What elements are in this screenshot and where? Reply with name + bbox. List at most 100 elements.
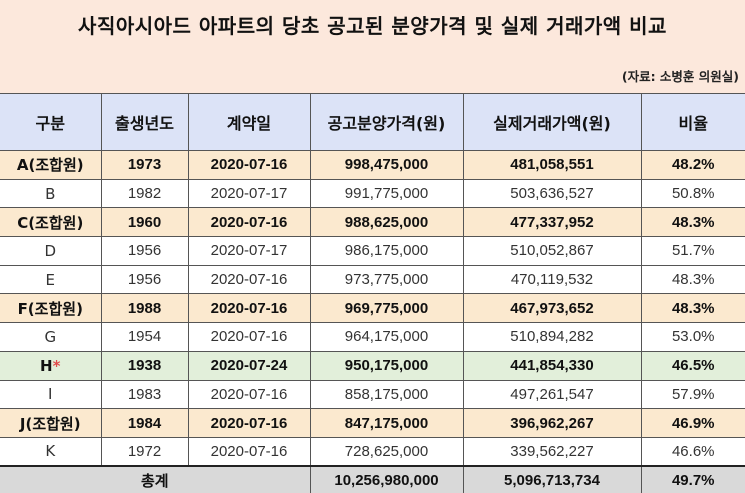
row-actual-price: 510,052,867 (462, 236, 642, 266)
row-category: E (0, 264, 102, 295)
row-name: H (40, 356, 53, 375)
row-birth-year: 1954 (100, 322, 189, 352)
table-row: J(조합원) 1984 2020-07-16 847,175,000 396,9… (0, 408, 745, 438)
table-row: H* 1938 2020-07-24 950,175,000 441,854,3… (0, 350, 745, 381)
row-ratio: 48.3% (640, 207, 745, 238)
row-birth-year: 1973 (100, 150, 189, 180)
row-actual-price: 467,973,652 (462, 293, 642, 324)
row-contract-date: 2020-07-16 (187, 264, 311, 295)
row-contract-date: 2020-07-16 (187, 436, 311, 468)
row-birth-year: 1972 (100, 436, 189, 468)
row-birth-year: 1983 (100, 379, 189, 410)
asterisk-mark: * (52, 356, 61, 375)
row-name: I (48, 385, 53, 404)
row-name: B (45, 184, 56, 203)
total-label: 총계 (0, 465, 311, 493)
table-row: B 1982 2020-07-17 991,775,000 503,636,52… (0, 178, 745, 209)
column-header-contract-date: 계약일 (187, 93, 311, 151)
row-actual-price: 396,962,267 (462, 408, 642, 438)
row-category: D (0, 236, 102, 266)
row-category: K (0, 436, 102, 468)
total-row: 총계 10,256,980,000 5,096,713,734 49.7% (0, 465, 745, 493)
row-announced-price: 728,625,000 (309, 436, 464, 468)
row-name: A(조합원) (16, 156, 84, 175)
row-ratio: 50.8% (640, 178, 745, 209)
row-announced-price: 969,775,000 (309, 293, 464, 324)
row-name: C(조합원) (17, 213, 84, 232)
row-contract-date: 2020-07-17 (187, 178, 311, 209)
row-category: H* (0, 350, 102, 381)
row-contract-date: 2020-07-16 (187, 379, 311, 410)
row-ratio: 51.7% (640, 236, 745, 266)
row-announced-price: 991,775,000 (309, 178, 464, 209)
row-name: E (45, 270, 55, 289)
row-contract-date: 2020-07-24 (187, 350, 311, 381)
row-announced-price: 998,475,000 (309, 150, 464, 180)
table-row: D 1956 2020-07-17 986,175,000 510,052,86… (0, 236, 745, 266)
row-name: K (45, 442, 56, 461)
row-announced-price: 847,175,000 (309, 408, 464, 438)
table-row: F(조합원) 1988 2020-07-16 969,775,000 467,9… (0, 293, 745, 324)
row-name: D (44, 241, 57, 260)
total-actual-price: 5,096,713,734 (462, 465, 642, 493)
row-category: J(조합원) (0, 408, 102, 438)
page-title: 사직아시아드 아파트의 당초 공고된 분양가격 및 실제 거래가액 비교 (78, 14, 667, 38)
row-contract-date: 2020-07-16 (187, 207, 311, 238)
row-category: I (0, 379, 102, 410)
row-category: B (0, 178, 102, 209)
column-header-category: 구분 (0, 93, 102, 151)
row-birth-year: 1984 (100, 408, 189, 438)
row-birth-year: 1956 (100, 264, 189, 295)
row-category: F(조합원) (0, 293, 102, 324)
row-ratio: 46.5% (640, 350, 745, 381)
column-header-birth-year: 출생년도 (100, 93, 189, 151)
row-ratio: 53.0% (640, 322, 745, 352)
table-row: I 1983 2020-07-16 858,175,000 497,261,54… (0, 379, 745, 410)
row-actual-price: 481,058,551 (462, 150, 642, 180)
row-ratio: 57.9% (640, 379, 745, 410)
row-category: G (0, 322, 102, 352)
row-announced-price: 858,175,000 (309, 379, 464, 410)
row-actual-price: 470,119,532 (462, 264, 642, 295)
row-announced-price: 986,175,000 (309, 236, 464, 266)
row-actual-price: 441,854,330 (462, 350, 642, 381)
column-header-ratio: 비율 (640, 93, 745, 151)
row-actual-price: 510,894,282 (462, 322, 642, 352)
row-actual-price: 497,261,547 (462, 379, 642, 410)
row-actual-price: 503,636,527 (462, 178, 642, 209)
total-announced-price: 10,256,980,000 (309, 465, 464, 493)
row-announced-price: 950,175,000 (309, 350, 464, 381)
table-row: C(조합원) 1960 2020-07-16 988,625,000 477,3… (0, 207, 745, 238)
row-actual-price: 339,562,227 (462, 436, 642, 468)
row-ratio: 48.2% (640, 150, 745, 180)
row-ratio: 46.6% (640, 436, 745, 468)
row-ratio: 46.9% (640, 408, 745, 438)
row-actual-price: 477,337,952 (462, 207, 642, 238)
row-ratio: 48.3% (640, 293, 745, 324)
row-announced-price: 973,775,000 (309, 264, 464, 295)
table-row: E 1956 2020-07-16 973,775,000 470,119,53… (0, 264, 745, 295)
row-contract-date: 2020-07-16 (187, 408, 311, 438)
row-birth-year: 1982 (100, 178, 189, 209)
row-birth-year: 1960 (100, 207, 189, 238)
row-name: G (44, 327, 57, 346)
row-contract-date: 2020-07-16 (187, 322, 311, 352)
row-contract-date: 2020-07-16 (187, 150, 311, 180)
row-announced-price: 988,625,000 (309, 207, 464, 238)
price-comparison-table: 구분 출생년도 계약일 공고분양가격(원) 실제거래가액(원) 비율 A(조합원… (0, 93, 745, 493)
row-birth-year: 1988 (100, 293, 189, 324)
row-ratio: 48.3% (640, 264, 745, 295)
row-category: C(조합원) (0, 207, 102, 238)
column-header-actual-price: 실제거래가액(원) (462, 93, 642, 151)
table-row: G 1954 2020-07-16 964,175,000 510,894,28… (0, 322, 745, 352)
column-header-announced-price: 공고분양가격(원) (309, 93, 464, 151)
row-birth-year: 1956 (100, 236, 189, 266)
source-note: (자료: 소병훈 의원실) (621, 69, 739, 84)
row-name: J(조합원) (19, 414, 81, 433)
table-header-row: 구분 출생년도 계약일 공고분양가격(원) 실제거래가액(원) 비율 (0, 93, 745, 151)
total-ratio: 49.7% (640, 465, 745, 493)
row-birth-year: 1938 (100, 350, 189, 381)
row-category: A(조합원) (0, 150, 102, 180)
table-row: K 1972 2020-07-16 728,625,000 339,562,22… (0, 436, 745, 468)
